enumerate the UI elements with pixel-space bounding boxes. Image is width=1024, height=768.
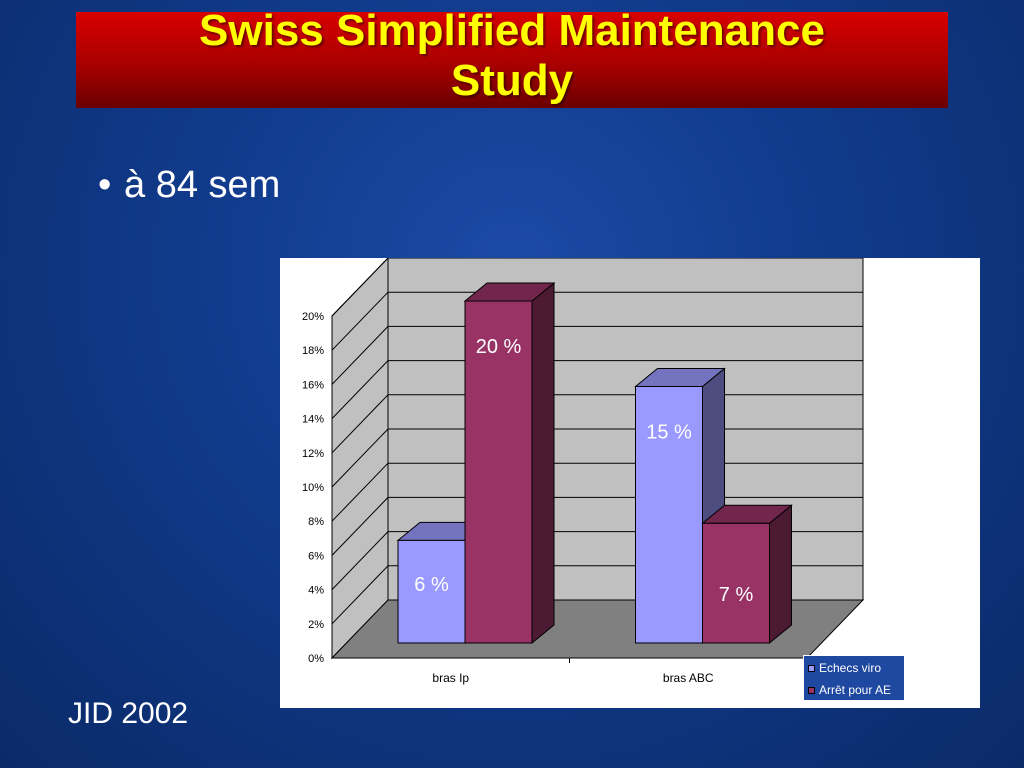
gridline bbox=[331, 360, 863, 419]
legend-item-arret: Arrêt pour AE bbox=[808, 683, 891, 697]
bullet-text: à 84 sem bbox=[124, 164, 281, 206]
title-banner bbox=[76, 12, 948, 108]
y-tick-label: 10% bbox=[302, 482, 324, 494]
data-label: 7 % bbox=[719, 584, 754, 606]
x-tick-label: bras Ip bbox=[432, 671, 469, 685]
bullet-dot-icon: • bbox=[98, 164, 112, 206]
legend-swatch-arret bbox=[808, 687, 815, 695]
data-label: 6 % bbox=[414, 574, 449, 596]
y-tick-label: 12% bbox=[302, 448, 324, 460]
y-tick-label: 16% bbox=[302, 379, 324, 391]
slide-title-line-2: Study bbox=[450, 56, 574, 105]
legend-label-echecs: Echecs viro bbox=[819, 661, 882, 675]
gridline bbox=[331, 291, 863, 351]
p-values: P = 0,081 p = 0,21 bbox=[920, 662, 980, 698]
data-label: 15 % bbox=[646, 422, 692, 444]
source-citation: JID 2002 bbox=[68, 697, 189, 730]
bar bbox=[464, 300, 533, 644]
y-tick-label: 2% bbox=[308, 619, 324, 631]
y-tick-label: 18% bbox=[302, 345, 324, 357]
legend-label-arret: Arrêt pour AE bbox=[819, 683, 892, 697]
y-tick-label: 20% bbox=[302, 311, 324, 323]
slide-title: Swiss Simplified Maintenance Study bbox=[76, 6, 948, 106]
bullet-item: • à 84 sem bbox=[98, 164, 280, 207]
legend-swatch-echecs bbox=[808, 665, 815, 673]
y-tick-label: 0% bbox=[308, 653, 324, 665]
x-tick-label: bras ABC bbox=[663, 671, 714, 685]
gridline bbox=[331, 258, 863, 317]
bar bbox=[635, 386, 703, 644]
data-label: 20 % bbox=[476, 336, 522, 358]
y-tick-label: 8% bbox=[308, 516, 324, 528]
chart-container: 0% 2% 4% 6% 8% 10% 12% 14% 16% 18% 20% 6 % 20 % bras … bbox=[280, 258, 980, 708]
p-value-1: P = 0,081 bbox=[920, 663, 981, 679]
bar-side bbox=[531, 281, 555, 645]
y-tick-label: 6% bbox=[308, 550, 324, 562]
gridline bbox=[331, 325, 863, 385]
chart-legend: Echecs viro Arrêt pour AE bbox=[803, 655, 905, 701]
bar-side bbox=[769, 504, 792, 645]
p-value-2: p = 0,21 bbox=[920, 681, 971, 697]
y-tick-label: 14% bbox=[302, 414, 324, 426]
bar-chart: 0% 2% 4% 6% 8% 10% 12% 14% 16% 18% 20% 6 % 20 % bras … bbox=[302, 258, 865, 685]
bar bbox=[702, 522, 770, 644]
y-tick-label: 4% bbox=[308, 585, 324, 597]
slide-title-line-1: Swiss Simplified Maintenance bbox=[199, 6, 825, 55]
legend-item-echecs: Echecs viro bbox=[808, 661, 881, 675]
